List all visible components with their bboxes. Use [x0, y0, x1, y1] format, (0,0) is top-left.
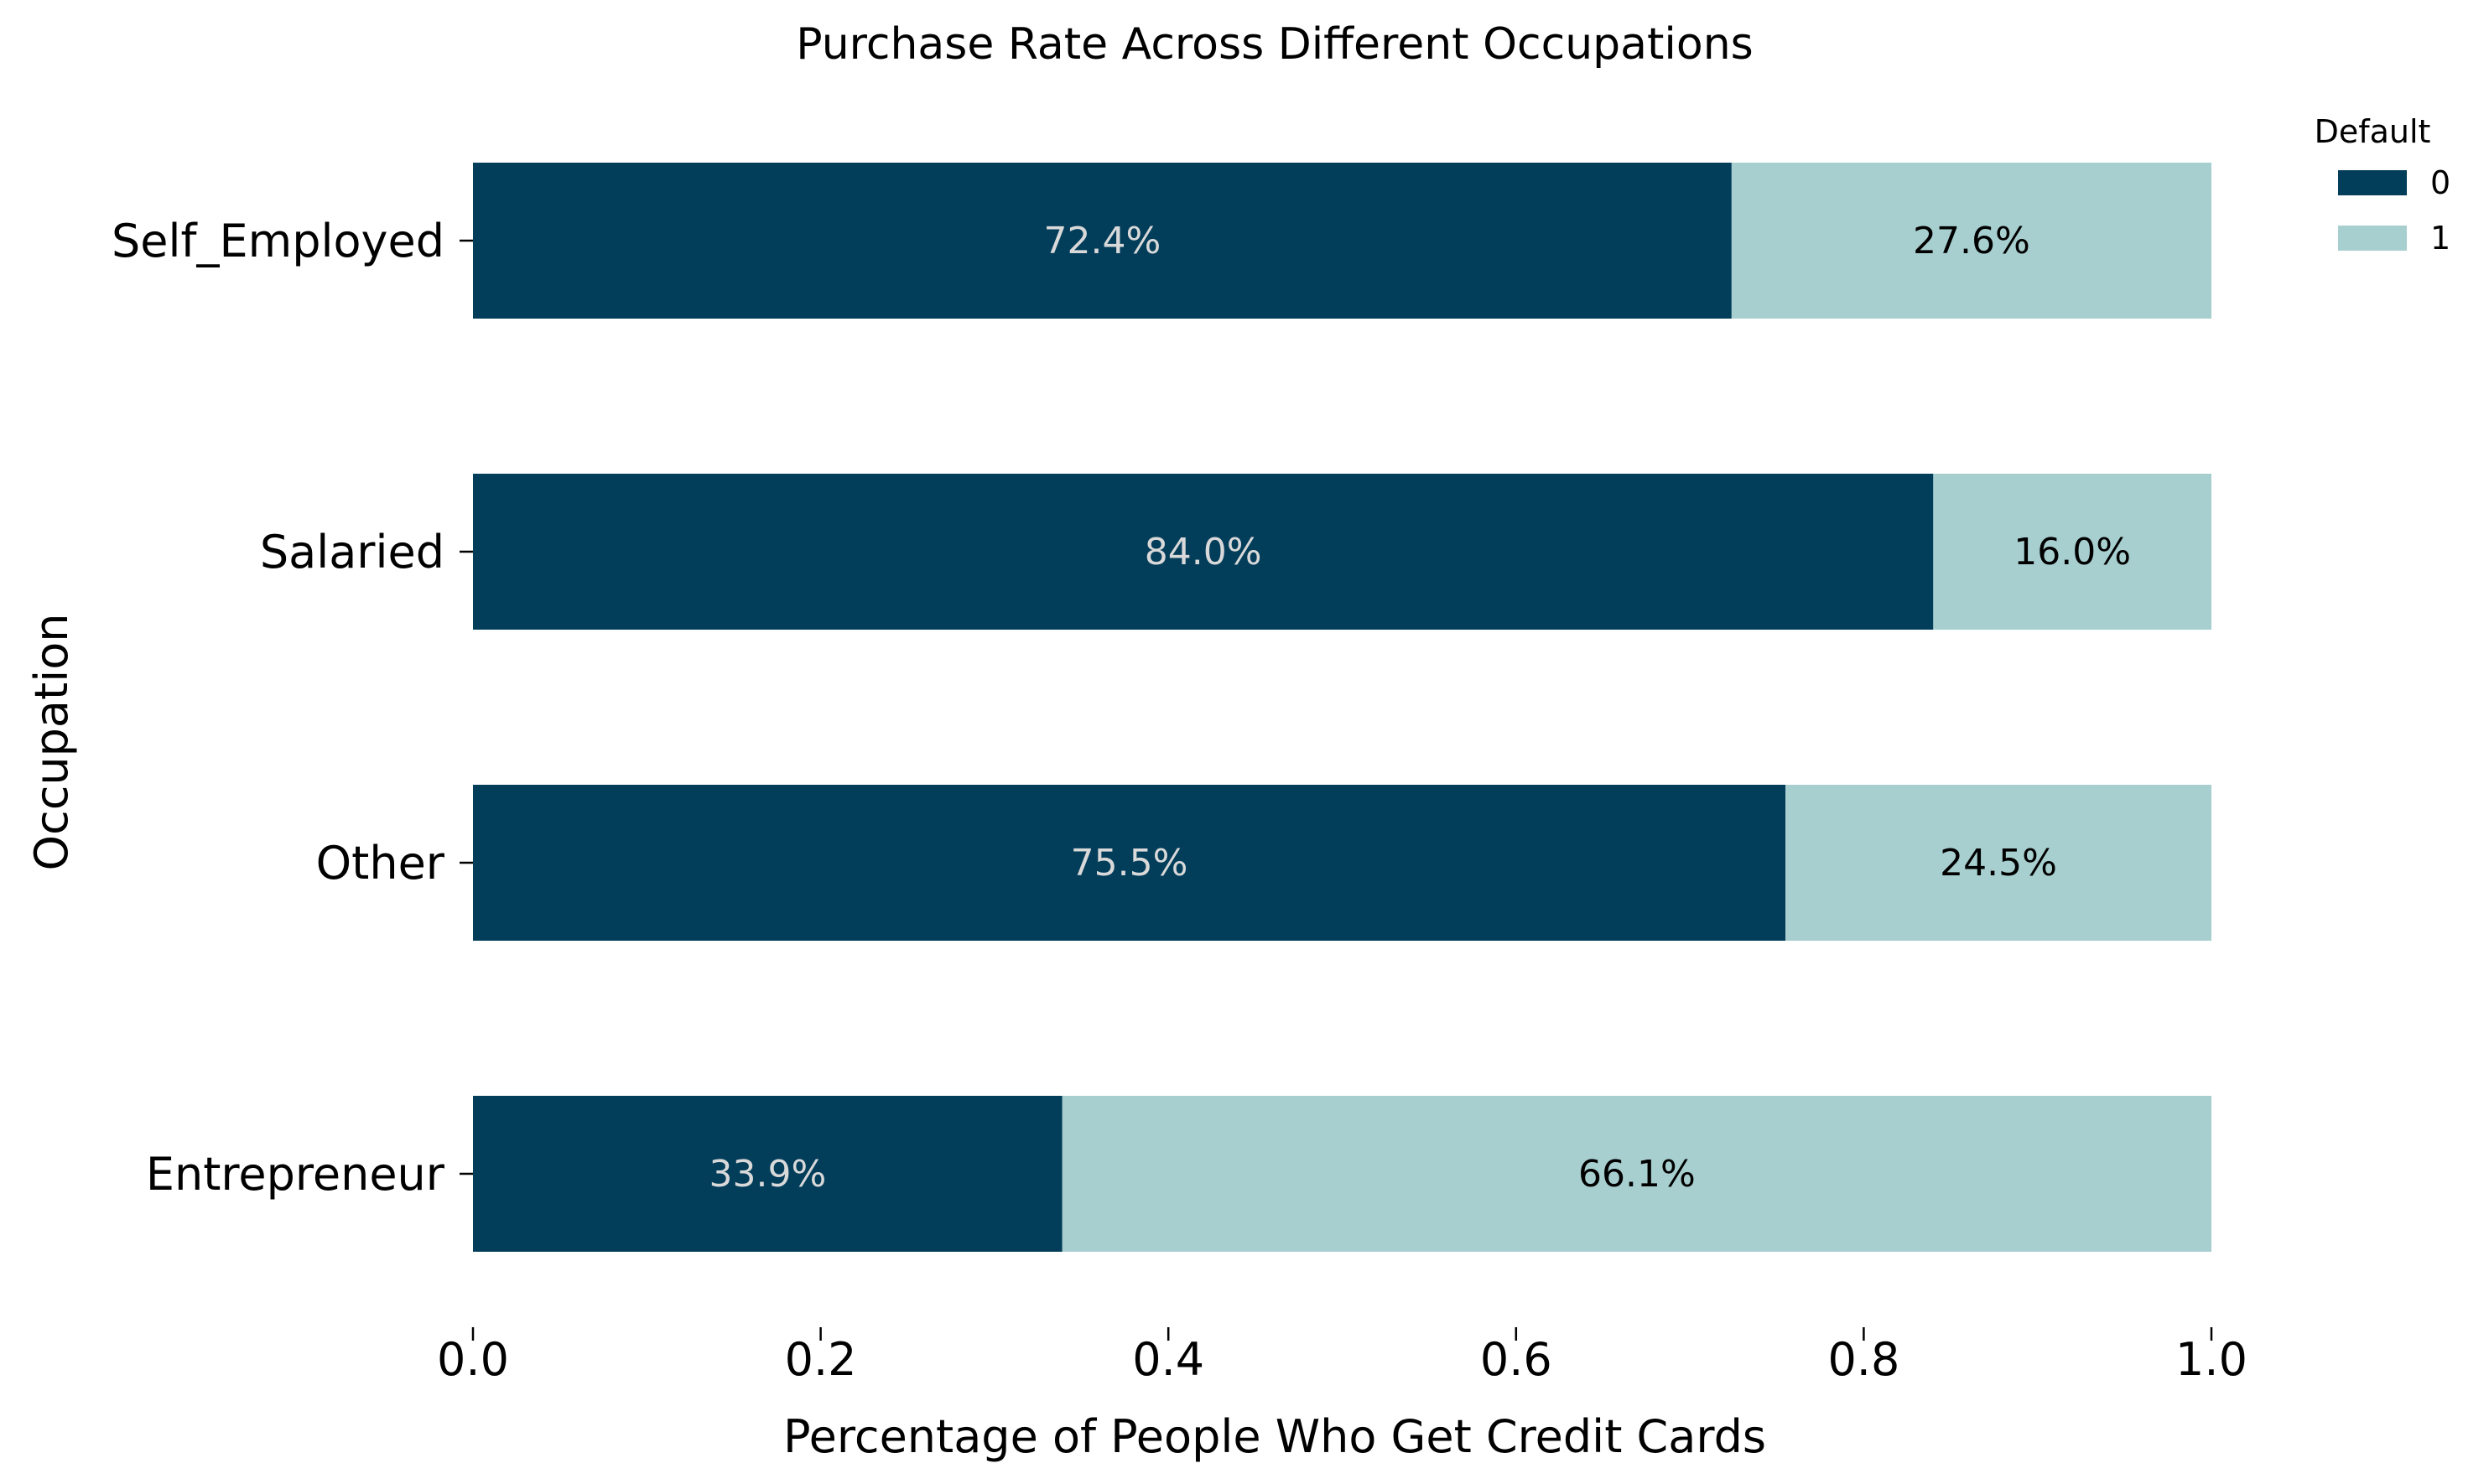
bar-value-label: 16.0%: [2014, 531, 2131, 573]
y-axis: Entrepreneur Other Salaried Self_Employed: [112, 215, 473, 1201]
bar-value-label: 84.0%: [1145, 531, 1262, 573]
x-axis: 0.0 0.2 0.4 0.6 0.8 1.0: [437, 1327, 2247, 1386]
bar-value-label: 66.1%: [1578, 1153, 1696, 1196]
bar-segment: [1062, 1096, 2211, 1252]
legend: Default 0 1: [2315, 113, 2451, 257]
x-tick-label: 0.0: [437, 1333, 509, 1386]
bar-value-label: 75.5%: [1071, 842, 1188, 885]
bar-segment: [473, 163, 1732, 319]
legend-title: Default: [2315, 113, 2431, 150]
bar-value-label: 72.4%: [1044, 220, 1161, 262]
bar-value-label: 27.6%: [1913, 220, 2030, 262]
bar-segment: [473, 474, 1934, 630]
y-tick-label: Salaried: [260, 526, 444, 579]
bar-labels-layer: 33.9% 66.1% 75.5% 24.5% 84.0% 16.0% 72.4% 27.6%: [709, 220, 2131, 1196]
x-tick-label: 0.2: [785, 1333, 857, 1386]
bar-segment: [1731, 163, 2211, 319]
x-tick-label: 0.6: [1480, 1333, 1552, 1386]
bar-segment: [473, 1096, 1063, 1252]
legend-swatch: [2338, 226, 2407, 251]
x-tick-label: 0.4: [1132, 1333, 1204, 1386]
bar-value-label: 33.9%: [709, 1153, 826, 1196]
legend-swatch: [2338, 170, 2407, 195]
y-axis-label: Occupation: [25, 614, 78, 871]
legend-label: 1: [2430, 220, 2450, 257]
bars-layer: [473, 163, 2211, 1252]
bar-segment: [473, 785, 1786, 941]
y-tick-label: Other: [316, 837, 445, 890]
x-tick-label: 1.0: [2175, 1333, 2247, 1386]
y-tick-label: Entrepreneur: [146, 1148, 445, 1201]
x-tick-label: 0.8: [1827, 1333, 1899, 1386]
bar-segment: [1785, 785, 2211, 941]
bar-segment: [1933, 474, 2211, 630]
bar-value-label: 24.5%: [1940, 842, 2057, 885]
y-tick-label: Self_Employed: [112, 215, 444, 267]
chart-title: Purchase Rate Across Different Occupatio…: [796, 19, 1754, 70]
legend-label: 0: [2430, 164, 2450, 201]
x-axis-label: Percentage of People Who Get Credit Card…: [783, 1410, 1766, 1463]
